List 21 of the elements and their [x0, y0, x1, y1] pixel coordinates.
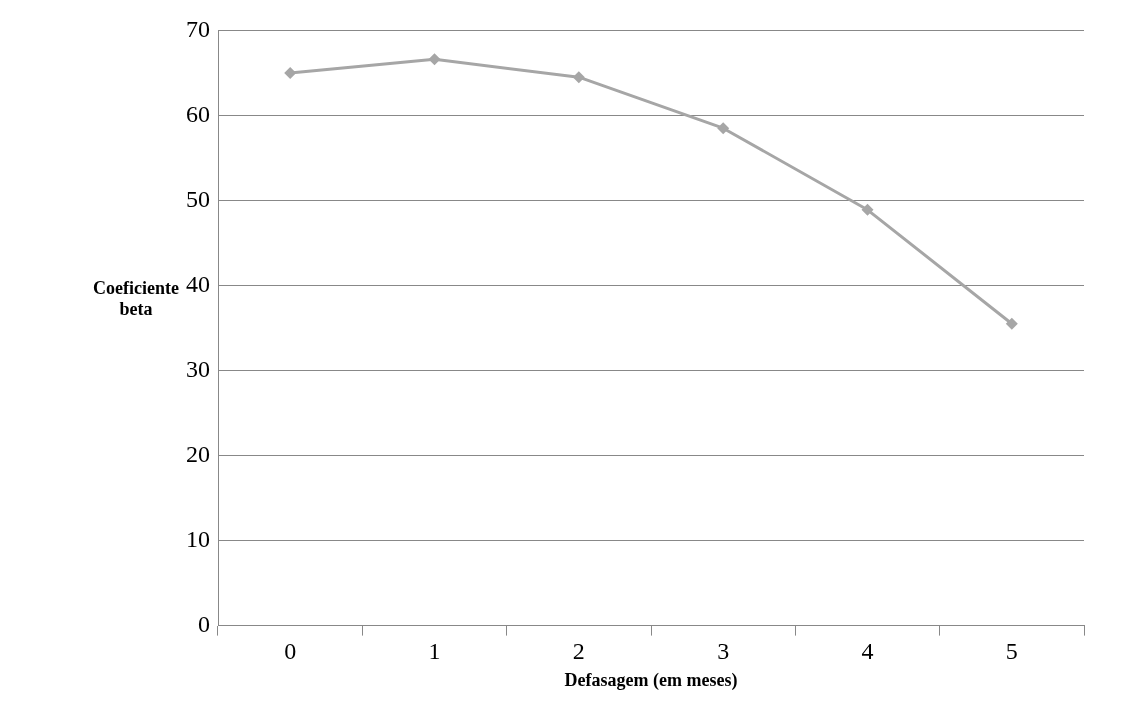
y-tick-label: 0: [198, 610, 210, 637]
y-tick-label: 20: [186, 440, 210, 467]
y-tick-label: 60: [186, 100, 210, 127]
x-tick-label: 0: [284, 638, 297, 665]
point: [428, 53, 441, 66]
x-tick-label: 2: [572, 638, 585, 665]
x-tick-label: 1: [428, 638, 441, 665]
x-tick-label: 4: [861, 638, 874, 665]
y-axis-title: Coeficiente beta: [92, 278, 180, 320]
y-tick-label: 50: [186, 185, 210, 212]
y-tick-label: 70: [186, 15, 210, 42]
y-tick-label: 40: [186, 270, 210, 297]
x-axis-title: Defasagem (em meses): [564, 669, 738, 691]
x-tick-label: 3: [717, 638, 730, 665]
x-tick-label: 5: [1005, 638, 1018, 665]
point: [1005, 317, 1018, 330]
y-tick-label: 30: [186, 355, 210, 382]
y-tick-label: 10: [186, 525, 210, 552]
point: [861, 203, 874, 216]
point: [572, 71, 585, 84]
point: [717, 122, 730, 135]
